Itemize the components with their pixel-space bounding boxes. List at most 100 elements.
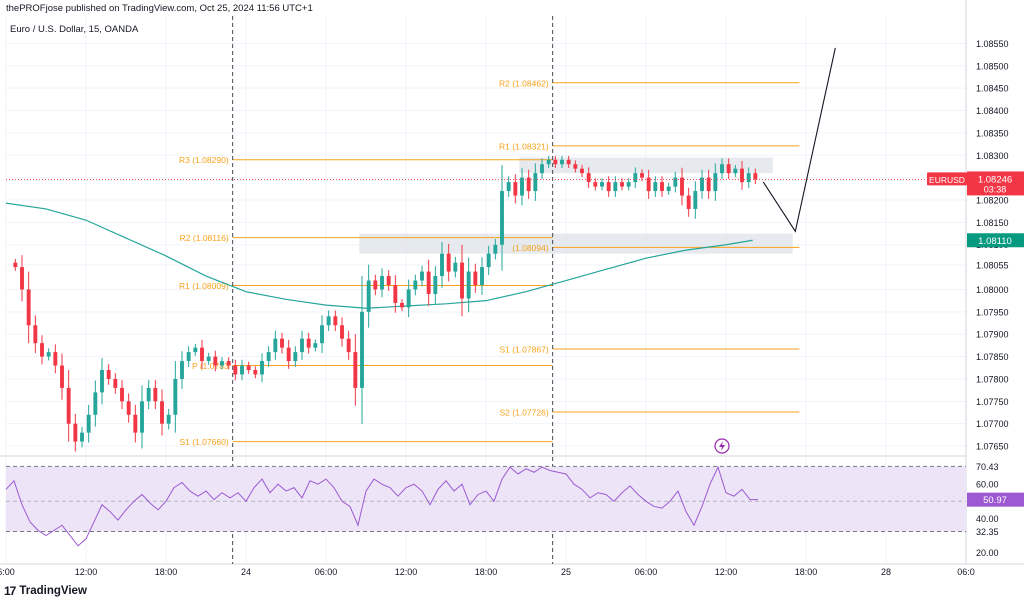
candle [666, 182, 671, 195]
candle-body [413, 280, 418, 290]
candle-body [206, 356, 211, 362]
candle [740, 160, 744, 190]
rsi-pane [5, 465, 966, 547]
symbol-badge-text: EURUSD [929, 175, 965, 185]
pivot-label: R1 (1.08321) [499, 141, 549, 151]
candle-body [246, 365, 251, 370]
candle-body [120, 387, 124, 402]
candle-body [580, 168, 584, 174]
candle-body [213, 356, 218, 366]
rsi-line [5, 465, 759, 547]
candle [120, 380, 124, 410]
candle-body [46, 352, 51, 357]
candle-body [453, 262, 458, 272]
price-tick: 1.08055 [976, 260, 1009, 270]
candle-body [440, 253, 444, 277]
ema-polyline [5, 202, 753, 309]
candle-body [546, 159, 551, 165]
candle-body [646, 177, 651, 192]
candle [493, 238, 498, 260]
candle-body [726, 164, 731, 174]
candle-body [613, 182, 618, 192]
candle [573, 160, 578, 173]
candle-body [26, 289, 31, 326]
candle [380, 268, 384, 298]
candle-body [140, 401, 144, 433]
candle [333, 310, 338, 332]
candle [460, 244, 464, 317]
candle [580, 164, 584, 177]
projection-line [762, 47, 836, 233]
rsi-tick: 40.00 [976, 514, 999, 524]
candle [313, 339, 318, 352]
candle-body [126, 401, 131, 415]
candle [160, 389, 164, 436]
candle-body [333, 316, 338, 326]
candle-body [626, 182, 631, 187]
lightning-icon-ring [714, 438, 730, 454]
price-tick: 1.07700 [976, 419, 1009, 429]
price-tick: 1.08200 [976, 196, 1009, 206]
candle [326, 310, 331, 332]
candle-body [600, 182, 604, 187]
candle [260, 353, 264, 383]
candle-body [640, 173, 644, 178]
candle-body [200, 347, 204, 362]
candle-body [226, 361, 231, 366]
candle-body [520, 177, 524, 196]
tradingview-footer[interactable]: 17 TradingView [4, 584, 87, 598]
rsi-tick: 20.00 [976, 548, 999, 558]
candle [393, 275, 398, 313]
price-tick: 1.07900 [976, 330, 1009, 340]
candle [413, 274, 418, 296]
candle [526, 169, 531, 199]
candle [266, 346, 271, 367]
candle [353, 334, 358, 406]
candle-body [446, 253, 451, 272]
candle [420, 265, 424, 287]
pivot-label: S1 (1.07660) [180, 437, 229, 447]
candle-body [620, 182, 624, 187]
candle-body [386, 276, 391, 285]
candle [86, 404, 91, 443]
candle-body [366, 280, 371, 312]
candle-body [300, 338, 304, 353]
price-tick: 1.08550 [976, 39, 1009, 49]
candle [360, 275, 364, 424]
publisher-line: thePROFjose published on TradingView.com… [6, 3, 313, 14]
candle-body [93, 392, 98, 415]
candle [646, 169, 651, 199]
candle [306, 332, 311, 354]
candle-body [740, 168, 744, 183]
price-badge-value: 1.08246 [978, 174, 1012, 185]
candle [566, 155, 571, 169]
candle-body [80, 432, 84, 442]
candle-body [406, 289, 411, 308]
candle-body [40, 343, 44, 357]
candle [753, 168, 758, 185]
candle-body [313, 343, 318, 348]
candle-body [66, 387, 71, 424]
candle [320, 315, 324, 353]
ema-badge [967, 233, 1024, 248]
candle [206, 352, 211, 365]
candle-body [293, 352, 298, 362]
candle [520, 167, 524, 206]
price-tick: 1.08000 [976, 285, 1009, 295]
candle [26, 271, 31, 344]
price-tick: 1.08400 [976, 106, 1009, 116]
time-tick: 12:00 [75, 567, 98, 577]
candle-body [553, 159, 558, 165]
candle [600, 178, 604, 191]
time-tick: 12:00 [395, 567, 418, 577]
pivot-label: P (1.0783 [192, 361, 229, 371]
candle-body [393, 285, 398, 303]
candle [300, 330, 304, 360]
candle-body [693, 191, 698, 209]
candle [340, 317, 344, 347]
candle-body [400, 302, 404, 308]
candle-body [433, 276, 438, 294]
candle [466, 257, 471, 313]
